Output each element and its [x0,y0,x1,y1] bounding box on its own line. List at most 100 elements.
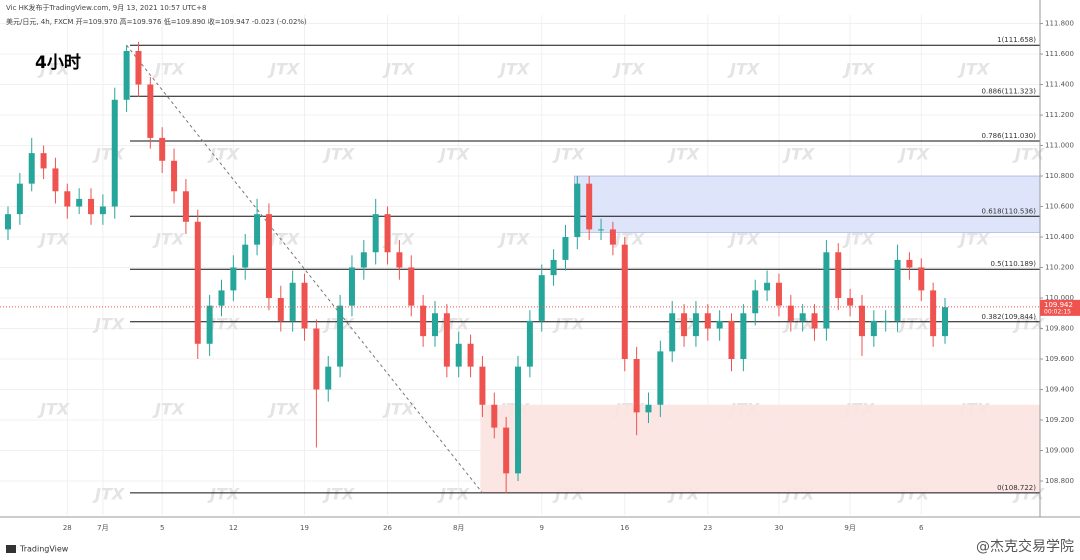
brand: TradingView [19,545,69,554]
candle-body [858,305,865,337]
x-tick-label: 23 [703,524,712,532]
watermark: JTX [897,145,930,164]
candle-body [467,343,474,367]
candle-body [633,359,640,413]
watermark: JTX [727,230,760,249]
candle-body [443,313,450,367]
watermark: JTX [497,230,530,249]
candle-body [787,305,794,321]
candle-body [621,244,628,360]
watermark: JTX [92,485,125,504]
watermark: JTX [842,60,875,79]
watermark: JTX [92,145,125,164]
candle-body [930,290,937,337]
watermark: JTX [1012,315,1045,334]
fib-label: 0.5(110.189) [990,260,1036,268]
candle-body [835,252,842,299]
x-tick-label: 9月 [844,524,855,532]
candle-body [942,307,948,337]
candle-body [455,343,462,367]
watermark: JTX [37,400,70,419]
y-tick-label: 111.200 [1045,111,1074,119]
candle-body [64,191,71,207]
candle-body [811,313,818,329]
watermark: JTX [842,230,875,249]
candle-body [645,404,652,413]
candle-body [847,298,854,306]
watermark: JTX [667,145,700,164]
fib-label: 0.382(109.844) [982,313,1037,321]
candle-body [52,168,59,192]
fib-label: 1(111.658) [997,36,1036,44]
zone [480,404,1040,493]
candle-body [491,404,498,428]
candle-body [870,320,877,337]
candle-body [799,313,806,321]
candle-body [147,84,154,138]
watermark: JTX [437,145,470,164]
candle-body [894,259,901,321]
x-tick-label: 5 [160,524,164,532]
y-tick-label: 111.000 [1045,142,1074,150]
watermark: JTX [612,230,645,249]
candle-body [775,282,782,306]
candle-body [171,160,178,192]
y-tick-label: 110.800 [1045,172,1074,180]
watermark: JTX [1012,145,1045,164]
watermark: JTX [267,400,300,419]
fib-label: 0.786(111.030) [982,132,1037,140]
candle-body [728,320,735,360]
x-tick-label: 19 [300,524,309,532]
candle-body [5,214,11,230]
candle-body [882,320,889,322]
x-tick-label: 28 [63,524,72,532]
y-tick-label: 110.200 [1045,264,1074,272]
watermark: JTX [267,230,300,249]
candle-body [716,320,723,329]
candle-body [360,252,367,268]
candle-body [408,267,415,306]
watermark: JTX [497,60,530,79]
watermark: JTX [92,315,125,334]
y-tick-label: 109.200 [1045,416,1074,424]
candle-body [16,183,23,215]
candle-body [562,237,569,260]
trendline [126,44,483,494]
zone [574,175,1041,233]
watermark: JTX [437,485,470,504]
watermark: JTX [782,145,815,164]
candle-body [740,313,747,360]
x-tick-label: 7月 [97,524,108,532]
y-tick-label: 110.000 [1045,294,1074,302]
candle-body [289,282,296,321]
watermark: JTX [727,60,760,79]
x-tick-label: 26 [383,524,392,532]
candle-body [206,305,213,344]
candle-body [372,214,379,253]
candle-body [420,305,427,337]
candle-body [325,366,332,390]
candle-body [396,252,403,268]
fib-label: 0(108.722) [997,484,1036,492]
candle-body [609,229,616,245]
watermark: JTX [207,315,240,334]
candle-body [550,259,557,276]
candle-body [242,244,249,268]
watermark: JTX [612,60,645,79]
y-tick-label: 109.400 [1045,386,1074,394]
candle-body [526,320,533,367]
candle-body [194,221,201,344]
x-tick-label: 12 [229,524,238,532]
watermark: JTX [37,230,70,249]
candle-body [301,282,308,329]
watermark: JTX [152,230,185,249]
candle-body [479,366,486,405]
y-tick-label: 111.600 [1045,50,1074,58]
watermark: JTX [322,485,355,504]
countdown: 00:02:15 [1044,308,1071,315]
candle-body [669,313,676,352]
watermark: JTX [152,60,185,79]
x-tick-label: 6 [919,524,924,532]
candle-body [704,313,711,329]
candle-body [337,305,344,367]
